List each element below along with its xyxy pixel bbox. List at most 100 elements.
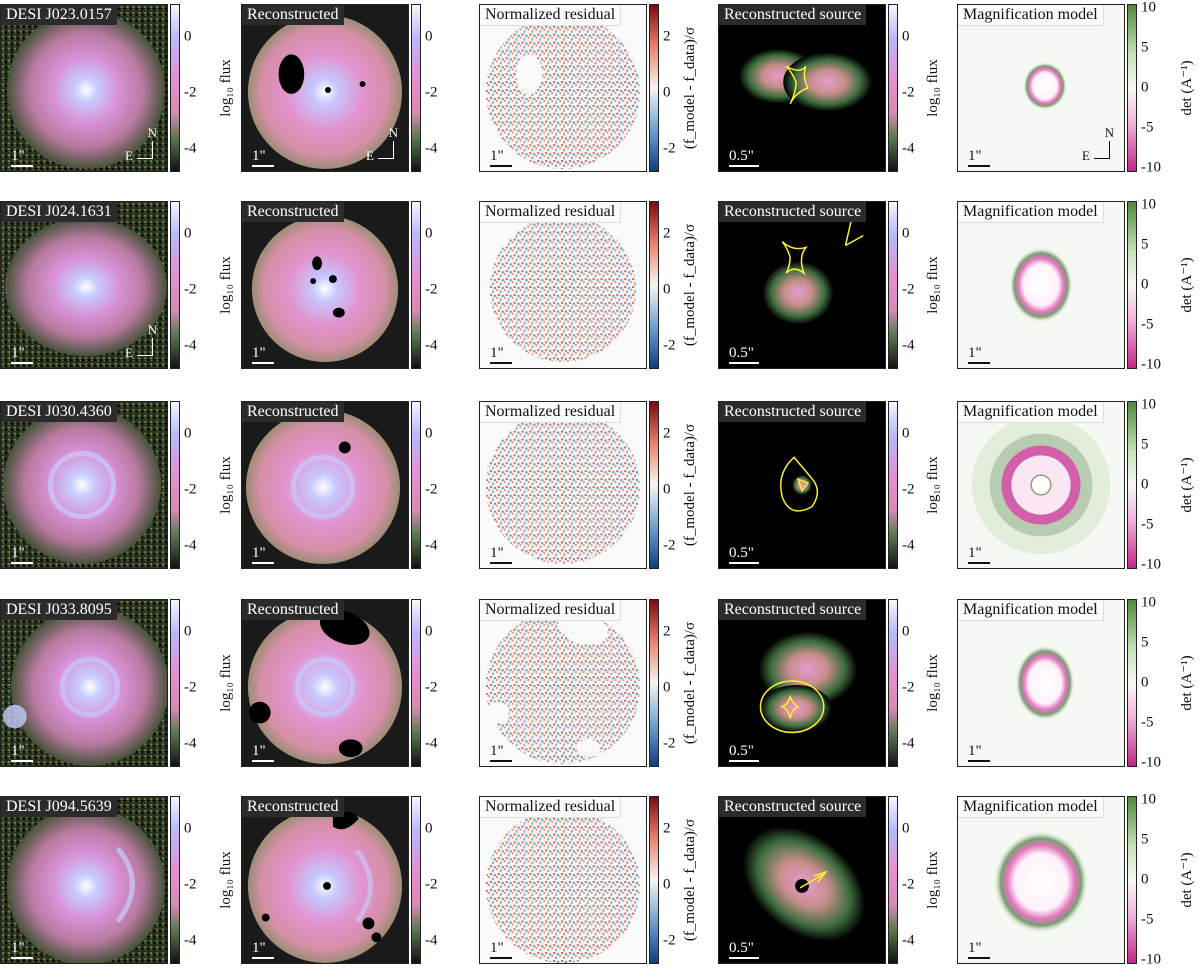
tick: 5	[1141, 831, 1149, 848]
tick: -4	[425, 932, 438, 949]
panel-title: Reconstructed source	[719, 5, 867, 25]
compass: N E	[366, 125, 402, 163]
tick: -4	[902, 337, 915, 354]
magnification-graphic	[958, 600, 1124, 766]
scale-bar: 0.5"	[729, 545, 759, 564]
flux-colorbar-ticks: 0 -2 -4	[184, 796, 210, 964]
magnification-image: Magnification model 1"	[957, 796, 1125, 964]
det-colorbar-ticks: 10 5 0 -5 -10	[1141, 0, 1167, 176]
system-name: DESI J024.1631	[1, 202, 117, 222]
flux-colorbar	[170, 599, 180, 767]
panel-title: Normalized residual	[480, 5, 622, 26]
magnification-image: Magnification model 1" N E	[957, 4, 1125, 172]
tick: -4	[184, 932, 197, 949]
tick: -2	[902, 679, 915, 696]
north-label: N	[1104, 125, 1114, 140]
compass: N E	[1082, 125, 1118, 163]
flux-colorbar-label: log₁₀ flux	[218, 256, 234, 314]
tick: -2	[902, 876, 915, 893]
panel-title: Normalized residual	[480, 402, 622, 423]
observed-image-graphic	[1, 202, 167, 368]
flux-colorbar-ticks: 0 -2 -4	[902, 796, 928, 964]
residual-colorbar	[649, 599, 659, 767]
residual-graphic	[480, 402, 646, 568]
scale-bar: 1"	[490, 345, 512, 364]
tick: -2	[425, 281, 438, 298]
residual-image: Normalized residual 1"	[479, 401, 647, 569]
tick: -4	[184, 735, 197, 752]
residual-colorbar-label: (f_model - f_data)/σ	[682, 223, 698, 347]
observed-image: DESI J094.5639 1"	[0, 796, 168, 964]
tick: 10	[1141, 0, 1156, 16]
det-colorbar	[1127, 4, 1137, 172]
tick: -2	[663, 932, 676, 949]
tick: 0	[425, 28, 433, 45]
scale-bar: 1"	[11, 148, 33, 167]
tick: -2	[902, 84, 915, 101]
tick: -2	[902, 281, 915, 298]
panel-title: Reconstructed	[242, 600, 344, 620]
residual-image: Normalized residual 1"	[479, 599, 647, 767]
north-label: N	[147, 125, 157, 140]
observed-image-graphic	[1, 797, 167, 963]
residual-colorbar-label: (f_model - f_data)/σ	[682, 26, 698, 150]
flux-colorbar	[411, 4, 421, 172]
scale-bar: 1"	[252, 940, 274, 959]
tick: -2	[663, 337, 676, 354]
tick: -2	[184, 679, 197, 696]
tick: -2	[184, 84, 197, 101]
flux-colorbar-label: log₁₀ flux	[218, 59, 234, 117]
tick: -4	[425, 537, 438, 554]
magnification-image: Magnification model 1"	[957, 401, 1125, 569]
residual-image: Normalized residual 1"	[479, 4, 647, 172]
north-label: N	[388, 125, 398, 140]
reconstructed-graphic	[242, 797, 408, 963]
tick: -4	[902, 932, 915, 949]
compass: N E	[125, 322, 161, 360]
tick: 0	[184, 28, 192, 45]
tick: 10	[1141, 791, 1156, 808]
tick: -10	[1141, 754, 1161, 771]
det-colorbar	[1127, 401, 1137, 569]
panel-title: Reconstructed	[242, 402, 344, 422]
tick: -4	[902, 537, 915, 554]
tick: -4	[902, 735, 915, 752]
scale-bar: 1"	[252, 148, 274, 167]
tick: 2	[663, 425, 671, 442]
flux-colorbar-ticks: 0 -2 -4	[425, 599, 451, 767]
tick: 2	[663, 623, 671, 640]
tick: -2	[184, 481, 197, 498]
det-colorbar-ticks: 10 5 0 -5 -10	[1141, 595, 1167, 771]
flux-colorbar-ticks: 0 -2 -4	[425, 401, 451, 569]
panel-title: Reconstructed source	[719, 402, 867, 422]
magnification-graphic	[958, 202, 1124, 368]
tick: 0	[1141, 674, 1149, 691]
source-graphic	[719, 797, 885, 963]
det-colorbar-ticks: 10 5 0 -5 -10	[1141, 197, 1167, 373]
scale-bar: 1"	[11, 345, 33, 364]
tick: -2	[425, 876, 438, 893]
tick: 0	[1141, 871, 1149, 888]
panel-title: Normalized residual	[480, 202, 622, 223]
tick: 0	[663, 481, 671, 498]
panel-title: Magnification model	[958, 202, 1104, 223]
reconstructed-graphic	[242, 202, 408, 368]
east-label: E	[125, 148, 133, 163]
source-graphic	[719, 5, 885, 171]
tick: 0	[1141, 476, 1149, 493]
scale-bar: 1"	[968, 545, 990, 564]
det-colorbar-label: det (A⁻¹)	[1179, 60, 1195, 116]
tick: 0	[184, 225, 192, 242]
residual-colorbar-label: (f_model - f_data)/σ	[682, 423, 698, 547]
flux-colorbar	[888, 201, 898, 369]
panel-title: Reconstructed	[242, 202, 344, 222]
observed-image: DESI J024.1631 1" N E	[0, 201, 168, 369]
det-colorbar	[1127, 201, 1137, 369]
flux-colorbar-label: log₁₀ flux	[925, 456, 941, 514]
tick: -10	[1141, 556, 1161, 573]
flux-colorbar-label: log₁₀ flux	[925, 654, 941, 712]
tick: 0	[663, 281, 671, 298]
scale-bar: 0.5"	[729, 743, 759, 762]
flux-colorbar-label: log₁₀ flux	[925, 59, 941, 117]
tick: 5	[1141, 634, 1149, 651]
